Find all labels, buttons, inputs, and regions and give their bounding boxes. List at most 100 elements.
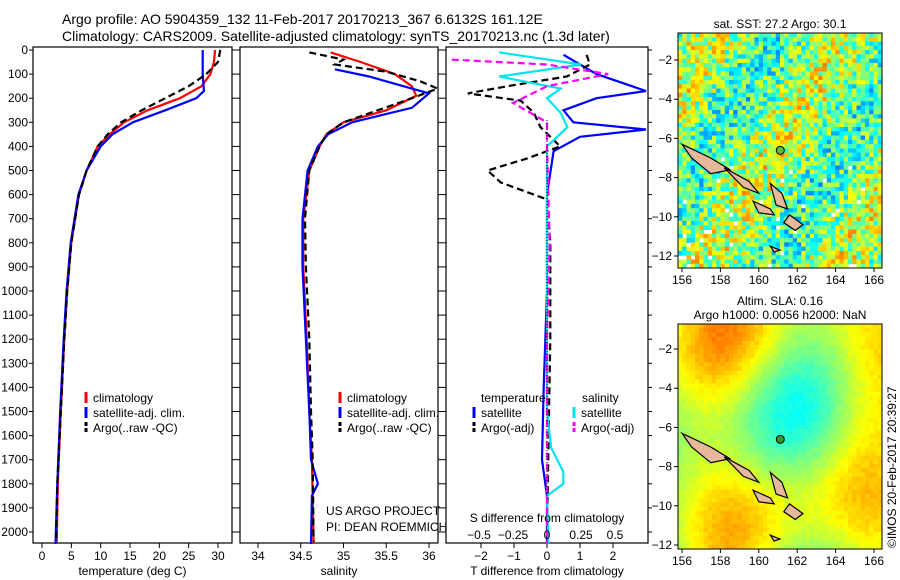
map-cell xyxy=(754,336,760,342)
map-cell xyxy=(814,62,819,68)
map-cell xyxy=(750,33,755,38)
map-cell xyxy=(775,464,781,469)
map-cell xyxy=(780,413,785,418)
map-cell xyxy=(746,459,751,465)
map-cell xyxy=(775,263,781,269)
map-cell xyxy=(792,523,798,529)
map-cell xyxy=(865,118,870,124)
map-cell xyxy=(750,58,755,64)
map-cell xyxy=(784,472,789,478)
map-cell xyxy=(839,536,845,542)
map-cell xyxy=(805,97,811,102)
map-cell xyxy=(822,127,828,132)
map-cell xyxy=(818,161,823,166)
map-cell xyxy=(814,203,819,209)
map-cell xyxy=(856,165,862,171)
map-cell xyxy=(814,536,819,542)
map-cell xyxy=(741,80,747,85)
map-cell xyxy=(860,152,866,158)
map-cell xyxy=(788,425,794,431)
map-cell xyxy=(801,527,806,533)
map-cell xyxy=(690,135,696,141)
map-cell xyxy=(750,212,755,218)
map-cell xyxy=(822,50,828,55)
map-cell xyxy=(831,459,836,465)
map-cell xyxy=(784,259,789,265)
map-cell xyxy=(771,464,777,469)
map-cell xyxy=(758,233,764,239)
map-cell xyxy=(733,515,738,520)
map-cell xyxy=(737,324,743,329)
map-cell xyxy=(712,174,717,179)
map-cell xyxy=(758,421,764,427)
map-cell xyxy=(754,455,760,461)
map-cell xyxy=(746,67,751,72)
map-cell xyxy=(729,485,734,491)
map-cell xyxy=(809,88,815,94)
map-cell xyxy=(797,246,802,252)
map-cell xyxy=(754,122,760,128)
map-cell xyxy=(682,58,687,64)
map-cell xyxy=(809,195,815,201)
map-cell xyxy=(737,229,743,235)
map-cell xyxy=(729,203,734,209)
map-cell xyxy=(729,139,734,145)
map-cell xyxy=(835,544,840,550)
map-cell xyxy=(860,118,866,124)
map-cell xyxy=(826,41,832,47)
map-cell xyxy=(695,71,700,77)
map-cell xyxy=(746,383,751,389)
map-cell xyxy=(763,45,768,51)
map-cell xyxy=(724,114,730,119)
map-cell xyxy=(835,161,840,166)
map-cell xyxy=(839,229,845,235)
map-cell xyxy=(724,442,730,448)
map-cell xyxy=(792,383,798,389)
map-cell xyxy=(716,340,721,346)
map-cell xyxy=(835,250,840,256)
map-cell xyxy=(737,425,743,431)
map-cell xyxy=(703,122,709,128)
map-cell xyxy=(703,434,709,440)
map-cell xyxy=(741,425,747,431)
map-cell xyxy=(686,430,692,435)
map-cell xyxy=(733,438,738,444)
map-cell xyxy=(877,203,883,209)
map-cell xyxy=(809,357,815,363)
map-cell xyxy=(737,413,743,418)
map-cell xyxy=(835,404,840,410)
map-cell xyxy=(843,396,849,401)
map-cell xyxy=(805,510,811,516)
map-cell xyxy=(784,476,789,482)
map-cell xyxy=(682,84,687,90)
map-cell xyxy=(720,527,726,533)
map-cell xyxy=(775,139,781,145)
map-cell xyxy=(758,135,764,141)
map-cell xyxy=(843,438,849,444)
map-cell xyxy=(835,408,840,414)
map-cell xyxy=(716,229,721,235)
map-cell xyxy=(771,144,777,149)
map-cell xyxy=(741,250,747,256)
map-cell xyxy=(763,101,768,107)
map-cell xyxy=(780,182,785,188)
map-cell xyxy=(733,62,738,68)
map-cell xyxy=(809,41,815,47)
map-cell xyxy=(690,174,696,179)
map-cell xyxy=(682,118,687,124)
map-cell xyxy=(712,195,717,201)
map-cell xyxy=(686,238,692,243)
map-cell xyxy=(801,515,806,520)
map-cell xyxy=(699,250,704,256)
map-cell xyxy=(678,400,683,406)
map-cell xyxy=(792,62,798,68)
map-cell xyxy=(758,374,764,380)
map-cell xyxy=(809,438,815,444)
map-cell xyxy=(737,417,743,423)
map-cell xyxy=(797,67,802,72)
map-cell xyxy=(809,255,815,260)
map-cell xyxy=(746,413,751,418)
map-cell xyxy=(712,430,717,435)
map-cell xyxy=(707,152,713,158)
map-cell xyxy=(780,468,785,474)
